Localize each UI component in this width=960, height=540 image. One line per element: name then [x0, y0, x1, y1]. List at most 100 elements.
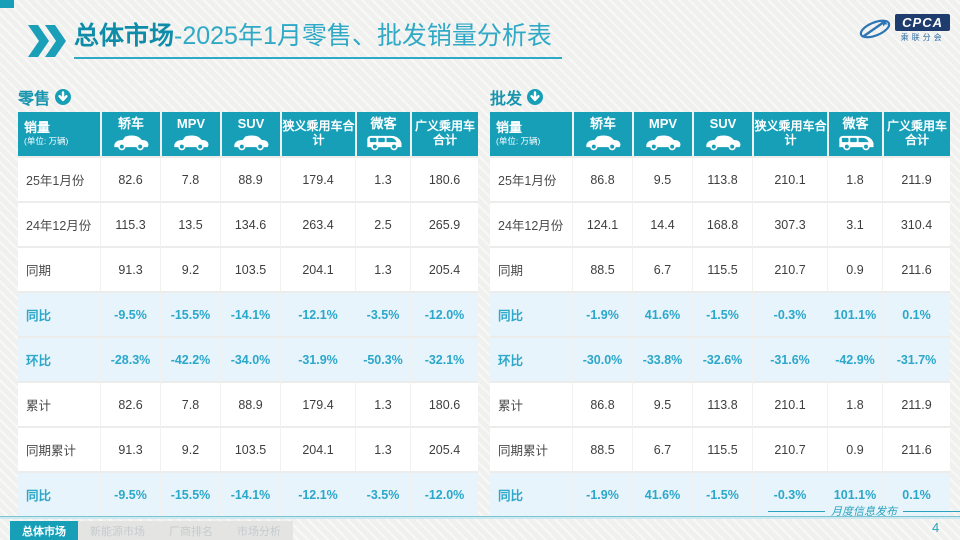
wholesale-section-label: 批发: [490, 86, 950, 108]
table-cell: -0.3%: [752, 291, 827, 336]
table-cell: 0.9: [827, 246, 882, 291]
page-number: 4: [932, 520, 940, 535]
car-icon: [706, 135, 741, 151]
table-cell: -42.2%: [160, 336, 220, 381]
row-label: 同比: [18, 291, 100, 336]
van-icon: [366, 135, 401, 151]
table-cell: 2.5: [355, 201, 410, 246]
table-cell: 0.1%: [882, 471, 950, 516]
wholesale-table: 销量 (单位: 万辆) 轿车 MPV SUV 狭义乘用车合计 微客 广义乘用车合计 25年1月份…: [490, 112, 950, 516]
title-row: 总体市场-2025年1月零售、批发销量分析表: [28, 20, 562, 59]
footer-note: 月度信息发布: [768, 503, 960, 519]
note-rule-right: [903, 510, 960, 512]
footer-tab-市场分析[interactable]: 市场分析: [225, 521, 293, 540]
car-icon: [234, 135, 269, 151]
table-cell: 210.1: [752, 156, 827, 201]
car-icon: [646, 135, 681, 151]
row-label: 累计: [490, 381, 572, 426]
cpca-logo-subtext: 乘联分会: [900, 33, 945, 42]
table-cell: 115.5: [692, 246, 752, 291]
table-cell: 1.8: [827, 381, 882, 426]
table-cell: -9.5%: [100, 291, 160, 336]
table-cell: 1.8: [827, 156, 882, 201]
table-cell: -12.0%: [410, 291, 478, 336]
table-cell: 82.6: [100, 381, 160, 426]
table-row: 环比 -30.0% -33.8% -32.6% -31.6% -42.9% -31.7%: [490, 336, 950, 381]
van-icon: [838, 135, 873, 151]
table-cell: -28.3%: [100, 336, 160, 381]
table-cell: 179.4: [280, 381, 355, 426]
table-cell: 211.6: [882, 426, 950, 471]
column-header: 狭义乘用车合计: [752, 112, 827, 156]
column-header: SUV: [692, 112, 752, 156]
table-row: 同期 91.3 9.2 103.5 204.1 1.3 205.4: [18, 246, 478, 291]
table-cell: -32.6%: [692, 336, 752, 381]
footer-divider-line: [0, 516, 960, 517]
table-cell: 1.3: [355, 381, 410, 426]
table-cell: -1.5%: [692, 291, 752, 336]
table-cell: 7.8: [160, 381, 220, 426]
footer-divider-line-light: [0, 517, 960, 519]
row-label: 同比: [18, 471, 100, 516]
table-cell: 265.9: [410, 201, 478, 246]
double-chevron-icon: [28, 25, 66, 57]
table-cell: 41.6%: [632, 471, 692, 516]
table-cell: 168.8: [692, 201, 752, 246]
table-cell: 91.3: [100, 246, 160, 291]
table-row: 同比 -9.5% -15.5% -14.1% -12.1% -3.5% -12.0%: [18, 471, 478, 516]
table-header-row: 销量 (单位: 万辆) 轿车 MPV SUV 狭义乘用车合计 微客 广义乘用车合计: [490, 112, 950, 156]
table-cell: 179.4: [280, 156, 355, 201]
table-cell: 14.4: [632, 201, 692, 246]
column-header: 轿车: [100, 112, 160, 156]
table-cell: -0.3%: [752, 471, 827, 516]
table-cell: 124.1: [572, 201, 632, 246]
table-cell: 101.1%: [827, 291, 882, 336]
table-cell: 101.1%: [827, 471, 882, 516]
table-row: 25年1月份 82.6 7.8 88.9 179.4 1.3 180.6: [18, 156, 478, 201]
table-row: 同期累计 88.5 6.7 115.5 210.7 0.9 211.6: [490, 426, 950, 471]
table-cell: 9.5: [632, 156, 692, 201]
table-cell: 204.1: [280, 426, 355, 471]
wholesale-label-text: 批发: [490, 91, 523, 108]
row-label: 环比: [18, 336, 100, 381]
table-cell: 9.5: [632, 381, 692, 426]
column-header: 轿车: [572, 112, 632, 156]
row-label: 同期: [18, 246, 100, 291]
table-cell: 263.4: [280, 201, 355, 246]
table-cell: -12.1%: [280, 291, 355, 336]
table-cell: 86.8: [572, 156, 632, 201]
row-label: 同比: [490, 291, 572, 336]
footer-tab-厂商排名[interactable]: 厂商排名: [157, 521, 225, 540]
row-label: 24年12月份: [18, 201, 100, 246]
table-cell: -12.1%: [280, 471, 355, 516]
table-cell: 103.5: [220, 426, 280, 471]
row-label: 累计: [18, 381, 100, 426]
table-cell: -30.0%: [572, 336, 632, 381]
column-header: MPV: [632, 112, 692, 156]
table-cell: 91.3: [100, 426, 160, 471]
table-cell: 88.9: [220, 381, 280, 426]
footer-tab-新能源市场[interactable]: 新能源市场: [78, 521, 157, 540]
table-cell: 9.2: [160, 246, 220, 291]
table-row: 同比 -9.5% -15.5% -14.1% -12.1% -3.5% -12.0%: [18, 291, 478, 336]
footer-tab-总体市场[interactable]: 总体市场: [10, 521, 78, 540]
table-row: 同比 -1.9% 41.6% -1.5% -0.3% 101.1% 0.1%: [490, 471, 950, 516]
footer-note-text: 月度信息发布: [831, 506, 897, 518]
retail-label-text: 零售: [18, 91, 51, 108]
column-header: 销量 (单位: 万辆): [18, 112, 100, 156]
row-label: 同期累计: [490, 426, 572, 471]
table-cell: -14.1%: [220, 471, 280, 516]
row-label: 25年1月份: [18, 156, 100, 201]
table-cell: 180.6: [410, 156, 478, 201]
row-label: 同比: [490, 471, 572, 516]
row-label: 25年1月份: [490, 156, 572, 201]
cpca-swoosh-icon: [859, 19, 891, 38]
table-cell: 205.4: [410, 426, 478, 471]
table-cell: 41.6%: [632, 291, 692, 336]
retail-section-label: 零售: [18, 86, 478, 108]
table-cell: 1.3: [355, 156, 410, 201]
table-cell: 307.3: [752, 201, 827, 246]
wholesale-section: 批发 销量 (单位: 万辆) 轿车 MPV SUV 狭义乘用车合计 微客 广义乘用车合计 25年…: [490, 86, 950, 516]
table-cell: -15.5%: [160, 291, 220, 336]
